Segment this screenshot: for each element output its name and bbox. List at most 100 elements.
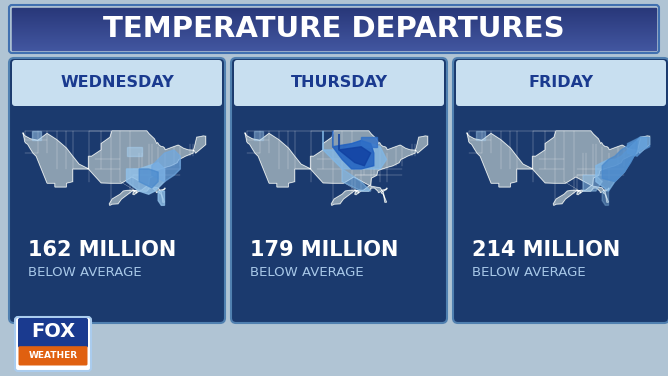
- Polygon shape: [627, 137, 650, 156]
- Bar: [0, 163, 668, 176]
- Text: WEDNESDAY: WEDNESDAY: [60, 75, 174, 90]
- Bar: [0, 113, 668, 125]
- Bar: [0, 226, 668, 238]
- Bar: [12, 15, 656, 16]
- Polygon shape: [467, 131, 650, 205]
- Polygon shape: [126, 162, 164, 194]
- Polygon shape: [361, 137, 377, 147]
- Bar: [12, 30, 656, 31]
- Bar: [237, 83, 441, 103]
- Polygon shape: [126, 147, 142, 156]
- Polygon shape: [333, 131, 374, 169]
- Polygon shape: [158, 191, 164, 205]
- Bar: [12, 29, 656, 30]
- Polygon shape: [245, 131, 428, 205]
- Bar: [12, 25, 656, 26]
- FancyBboxPatch shape: [12, 60, 222, 106]
- Bar: [0, 276, 668, 288]
- Bar: [12, 23, 656, 24]
- Bar: [0, 188, 668, 200]
- Bar: [12, 13, 656, 14]
- Bar: [12, 24, 656, 25]
- Text: FOX: FOX: [31, 323, 75, 341]
- FancyBboxPatch shape: [231, 58, 447, 323]
- Bar: [0, 150, 668, 163]
- Polygon shape: [31, 131, 41, 140]
- Bar: [12, 42, 656, 43]
- Bar: [12, 43, 656, 44]
- Bar: [12, 28, 656, 29]
- Bar: [0, 338, 668, 351]
- Bar: [12, 10, 656, 11]
- Bar: [0, 63, 668, 75]
- Bar: [12, 35, 656, 36]
- Bar: [0, 88, 668, 100]
- Bar: [12, 20, 656, 21]
- Polygon shape: [23, 131, 206, 205]
- Polygon shape: [602, 140, 637, 182]
- Bar: [12, 37, 656, 38]
- Bar: [0, 364, 668, 376]
- Bar: [0, 251, 668, 263]
- Bar: [12, 27, 656, 28]
- Bar: [12, 14, 656, 15]
- Bar: [12, 22, 656, 23]
- Bar: [12, 40, 656, 41]
- Bar: [0, 200, 668, 213]
- Bar: [15, 83, 219, 103]
- Polygon shape: [152, 150, 180, 182]
- Polygon shape: [342, 169, 371, 191]
- Bar: [0, 288, 668, 301]
- Bar: [0, 351, 668, 364]
- FancyBboxPatch shape: [9, 58, 225, 323]
- Text: THURSDAY: THURSDAY: [291, 75, 387, 90]
- Bar: [12, 36, 656, 37]
- Polygon shape: [139, 169, 158, 188]
- Text: FRIDAY: FRIDAY: [528, 75, 593, 90]
- Polygon shape: [253, 131, 263, 140]
- Bar: [12, 16, 656, 17]
- Text: BELOW AVERAGE: BELOW AVERAGE: [28, 265, 142, 279]
- Bar: [12, 9, 656, 10]
- Bar: [0, 25, 668, 38]
- Bar: [0, 138, 668, 150]
- FancyBboxPatch shape: [18, 318, 88, 348]
- Bar: [12, 19, 656, 20]
- Bar: [0, 100, 668, 113]
- Bar: [12, 48, 656, 49]
- Bar: [12, 18, 656, 19]
- Text: WEATHER: WEATHER: [29, 351, 77, 360]
- Bar: [12, 21, 656, 22]
- FancyBboxPatch shape: [15, 317, 91, 371]
- Bar: [0, 313, 668, 326]
- Bar: [12, 38, 656, 39]
- Bar: [0, 176, 668, 188]
- Bar: [12, 33, 656, 34]
- Bar: [0, 125, 668, 138]
- Text: BELOW AVERAGE: BELOW AVERAGE: [472, 265, 586, 279]
- Bar: [12, 11, 656, 12]
- Bar: [0, 50, 668, 63]
- FancyBboxPatch shape: [456, 60, 666, 106]
- Bar: [0, 12, 668, 25]
- Bar: [459, 83, 663, 103]
- Bar: [0, 38, 668, 50]
- Polygon shape: [323, 131, 387, 169]
- Polygon shape: [596, 137, 647, 191]
- Bar: [12, 31, 656, 32]
- Bar: [0, 0, 668, 12]
- Bar: [0, 301, 668, 313]
- Text: BELOW AVERAGE: BELOW AVERAGE: [250, 265, 363, 279]
- Bar: [12, 46, 656, 47]
- Bar: [12, 17, 656, 18]
- FancyBboxPatch shape: [453, 58, 668, 323]
- Text: TEMPERATURE DEPARTURES: TEMPERATURE DEPARTURES: [103, 15, 565, 43]
- Polygon shape: [339, 134, 371, 166]
- Bar: [12, 34, 656, 35]
- Bar: [12, 32, 656, 33]
- Bar: [12, 8, 656, 9]
- Bar: [12, 49, 656, 50]
- Bar: [12, 12, 656, 13]
- Bar: [12, 41, 656, 42]
- Bar: [0, 238, 668, 251]
